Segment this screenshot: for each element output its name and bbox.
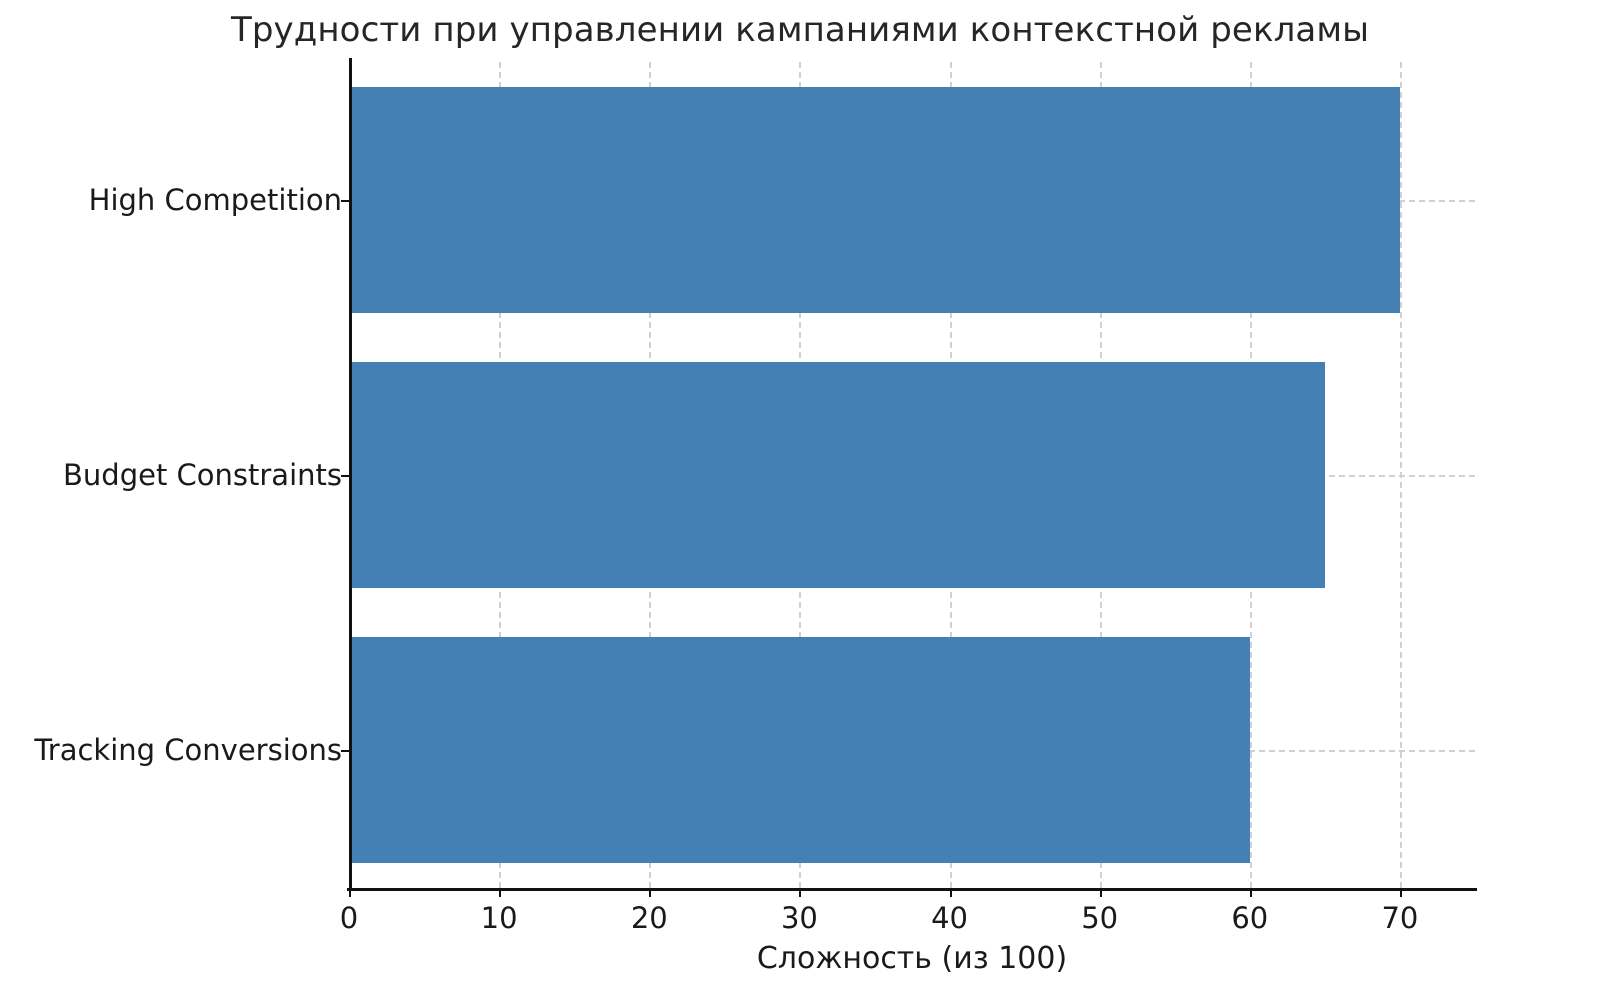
x-tick-mark — [1399, 888, 1402, 897]
x-tick-mark — [349, 888, 351, 897]
y-tick-label: Budget Constraints — [63, 458, 342, 492]
x-tick-label: 50 — [1081, 901, 1119, 935]
x-tick-mark — [1249, 888, 1252, 897]
x-tick-label: 0 — [339, 901, 359, 935]
y-axis-spine — [349, 58, 352, 890]
x-tick-label: 10 — [480, 901, 518, 935]
x-tick-label: 60 — [1231, 901, 1269, 935]
bar — [349, 637, 1250, 864]
x-tick-mark — [1099, 888, 1102, 897]
chart-title: Трудности при управлении кампаниями конт… — [230, 10, 1370, 50]
x-tick-label: 70 — [1381, 901, 1419, 935]
bar — [349, 86, 1400, 313]
x-tick-mark — [799, 888, 802, 897]
x-axis-spine — [347, 888, 1477, 891]
y-tick-mark — [341, 475, 350, 477]
x-tick-mark — [649, 888, 652, 897]
plot-area — [349, 62, 1475, 888]
y-tick-label: Tracking Conversions — [34, 733, 342, 768]
y-tick-label: High Competition — [88, 182, 342, 217]
x-axis-label: Сложность (из 100) — [756, 941, 1068, 976]
x-tick-label: 40 — [931, 901, 968, 935]
x-tick-mark — [499, 888, 502, 897]
x-tick-mark — [949, 888, 952, 897]
x-tick-label: 30 — [780, 901, 818, 935]
x-tick-label: 20 — [630, 901, 668, 935]
y-tick-mark — [341, 199, 350, 202]
bar — [349, 362, 1325, 588]
y-tick-mark — [341, 750, 350, 753]
